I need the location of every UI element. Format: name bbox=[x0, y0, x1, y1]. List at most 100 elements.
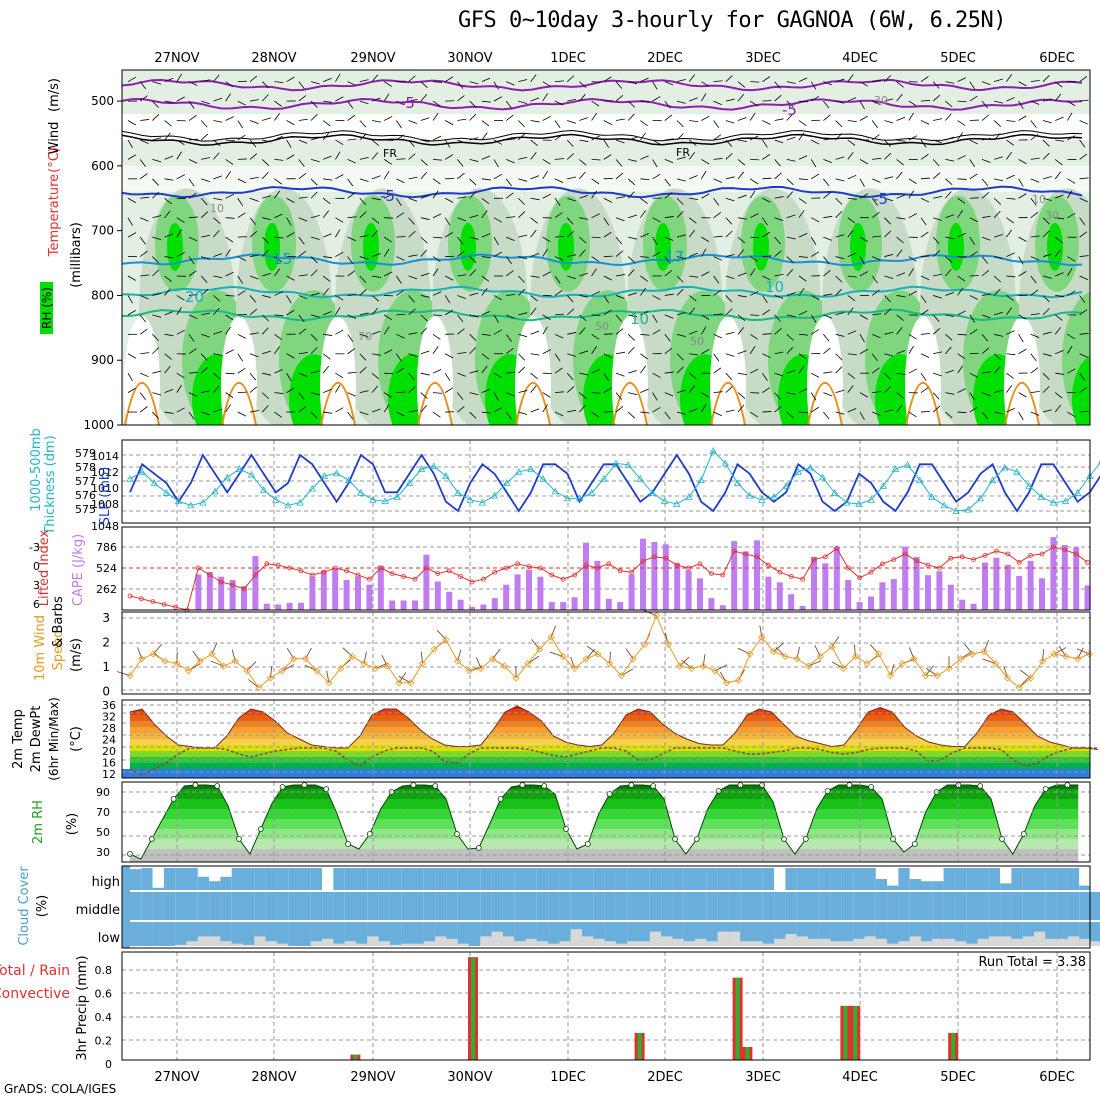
cloud-bar-low bbox=[344, 941, 357, 946]
wind-barb bbox=[1092, 406, 1099, 412]
wind-barb bbox=[737, 350, 747, 355]
wind-barb bbox=[176, 329, 185, 335]
wind-barb bbox=[908, 411, 917, 418]
wind-barb bbox=[835, 210, 843, 218]
tick-label: 576 bbox=[75, 489, 96, 502]
wind-barb bbox=[554, 120, 561, 129]
wind-speed-marker bbox=[723, 679, 731, 687]
thickness-marker bbox=[660, 497, 669, 505]
cloud-bar-low bbox=[186, 941, 198, 946]
wind-barb bbox=[249, 197, 259, 202]
wind-barb bbox=[579, 314, 587, 322]
wind-speed-marker bbox=[454, 657, 462, 665]
cloud-bar-middle bbox=[887, 892, 899, 920]
wind-barb bbox=[322, 210, 330, 218]
contour-label: FR bbox=[383, 147, 397, 160]
wind-barb bbox=[957, 256, 967, 258]
axis-label-thickness: Thickness (dm) bbox=[43, 435, 58, 535]
wind-barb bbox=[786, 191, 794, 199]
tick-label: 577 bbox=[75, 475, 96, 488]
cloud-bar-low bbox=[525, 938, 537, 946]
wind-barb bbox=[274, 213, 283, 219]
wind-speed-marker bbox=[699, 662, 707, 670]
wind-barb bbox=[298, 392, 305, 400]
cloud-bar-middle bbox=[909, 892, 922, 920]
wind-barb bbox=[908, 333, 917, 340]
wind-barb bbox=[359, 353, 367, 361]
wind-barb bbox=[323, 311, 332, 316]
cloud-bar-low bbox=[819, 938, 831, 946]
wind-barb bbox=[591, 291, 600, 296]
wind-barb bbox=[347, 314, 356, 319]
wind-barb bbox=[335, 174, 344, 180]
cloud-bar-high bbox=[378, 868, 390, 890]
wind-barb bbox=[432, 213, 442, 219]
wind-speed-marker bbox=[606, 660, 614, 668]
wind-barb bbox=[213, 253, 223, 257]
cloud-cell-bg bbox=[672, 922, 684, 946]
wind-barb bbox=[188, 216, 199, 219]
wind-barb bbox=[1067, 411, 1076, 418]
contour-label: 50 bbox=[690, 335, 704, 348]
wind-barb bbox=[444, 232, 454, 238]
cloud-bar-low bbox=[502, 936, 515, 946]
wind-barb bbox=[469, 334, 477, 341]
wind-barb bbox=[713, 178, 722, 183]
thickness-marker bbox=[527, 465, 535, 472]
tick-label: 24 bbox=[102, 734, 116, 747]
wind-barb bbox=[335, 73, 341, 82]
cloud-cell-bg bbox=[356, 922, 368, 946]
cloud-bar-high bbox=[570, 868, 583, 890]
wind-barb bbox=[1042, 197, 1052, 201]
wind-barb bbox=[1042, 253, 1052, 257]
cloud-bar-middle bbox=[378, 892, 390, 920]
wind-barb bbox=[518, 133, 526, 141]
wind-barb bbox=[933, 372, 942, 377]
wind-barb bbox=[896, 93, 903, 102]
wind-speed-marker bbox=[266, 674, 274, 682]
wind-barb bbox=[1079, 76, 1088, 82]
cloud-bar-middle bbox=[480, 892, 492, 920]
cloud-bar-low bbox=[627, 941, 639, 946]
lifted-index-marker bbox=[332, 565, 338, 571]
cape-bar bbox=[617, 602, 624, 610]
wind-barb bbox=[603, 275, 613, 281]
wind-barb bbox=[713, 198, 720, 206]
wind-barb bbox=[1018, 81, 1027, 87]
wind-barb bbox=[1054, 404, 1062, 413]
wind-barb bbox=[640, 77, 649, 83]
wind-barb bbox=[640, 275, 648, 282]
wind-barb bbox=[689, 275, 699, 278]
wind-barb bbox=[640, 233, 649, 238]
wind-barb bbox=[176, 372, 185, 379]
cloud-bar-low bbox=[977, 938, 989, 946]
cloud-bar-middle bbox=[1045, 892, 1057, 920]
cloud-bar-middle bbox=[864, 892, 876, 920]
cloud-cell-bg bbox=[1067, 922, 1080, 946]
wind-barb bbox=[493, 251, 502, 257]
cloud-bar-low bbox=[1045, 938, 1057, 946]
wind-barb bbox=[810, 173, 820, 180]
wind-barb bbox=[432, 291, 442, 296]
wind-barb bbox=[591, 81, 601, 83]
wind-barb bbox=[347, 138, 357, 141]
wind-barb bbox=[1030, 211, 1039, 219]
rh-plume bbox=[753, 222, 769, 271]
wind-barb bbox=[920, 309, 929, 316]
thickness-marker bbox=[733, 479, 742, 486]
wind-barb bbox=[1018, 236, 1027, 242]
wind-barb bbox=[554, 100, 564, 106]
thickness-marker bbox=[515, 467, 523, 475]
cape-bar bbox=[377, 565, 384, 610]
cape-bar bbox=[229, 579, 236, 610]
wind-barb bbox=[591, 178, 600, 185]
wind-barb bbox=[859, 115, 868, 121]
rh-marker bbox=[650, 783, 657, 789]
cloud-bar-middle bbox=[525, 892, 537, 920]
wind-barb bbox=[689, 97, 698, 102]
wind-barb bbox=[908, 100, 917, 107]
wind-barb bbox=[1055, 116, 1064, 121]
wind-barb bbox=[176, 407, 185, 413]
wind-barb bbox=[872, 313, 882, 316]
wind-barb bbox=[347, 216, 357, 219]
